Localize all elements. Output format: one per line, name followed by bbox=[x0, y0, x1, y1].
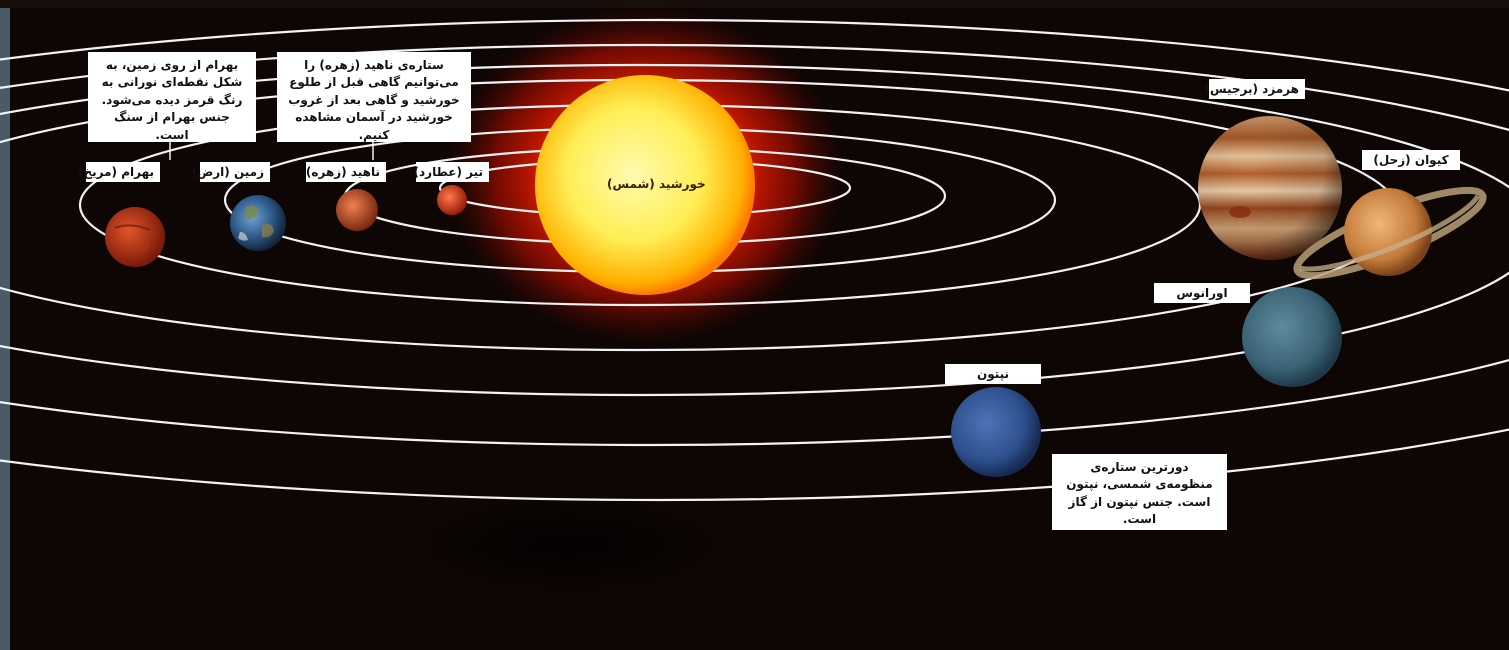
planet-label-saturn: کیوان (زحل) bbox=[1362, 150, 1460, 171]
planet-label-mercury: تیر (عطارد) bbox=[414, 162, 489, 183]
label-connectors bbox=[169, 142, 374, 160]
planet-label-neptune: نپتون bbox=[945, 364, 1041, 385]
note-mars: بهرام از روی زمین، به شکل نقطه‌ای نورانی… bbox=[88, 52, 256, 142]
planet-mercury bbox=[437, 185, 467, 215]
orbit-uranus bbox=[0, 43, 1509, 447]
planet-label-mars: بهرام (مریخ) bbox=[78, 162, 160, 183]
sun-shadow bbox=[400, 490, 740, 600]
planet-label-earth: زمین (ارض) bbox=[192, 162, 270, 183]
planet-label-venus: ناهید (زهره) bbox=[306, 162, 386, 183]
note-neptune: دورترین ستاره‌ی منظومه‌ی شمسی، نپتون است… bbox=[1052, 454, 1227, 530]
planet-saturn bbox=[1293, 186, 1487, 280]
left-edge-strip bbox=[0, 0, 10, 650]
planet-earth bbox=[230, 195, 286, 251]
planet-uranus bbox=[1242, 287, 1342, 387]
note-venus: ستاره‌ی ناهید (زهره) را می‌توانیم گاهی ق… bbox=[277, 52, 471, 142]
orbit-neptune bbox=[0, 18, 1509, 502]
sun bbox=[535, 75, 755, 295]
orbit-saturn bbox=[0, 63, 1509, 397]
planet-neptune bbox=[951, 387, 1041, 477]
top-edge-band bbox=[0, 0, 1509, 8]
planet-mars bbox=[105, 207, 165, 267]
planet-label-uranus: اورانوس bbox=[1154, 283, 1250, 304]
planet-label-jupiter: هرمزد (برجیس) bbox=[1205, 79, 1305, 100]
sun-label: خورشید (شمس) bbox=[607, 177, 706, 191]
planet-jupiter bbox=[1198, 116, 1342, 260]
planet-venus bbox=[336, 189, 378, 231]
